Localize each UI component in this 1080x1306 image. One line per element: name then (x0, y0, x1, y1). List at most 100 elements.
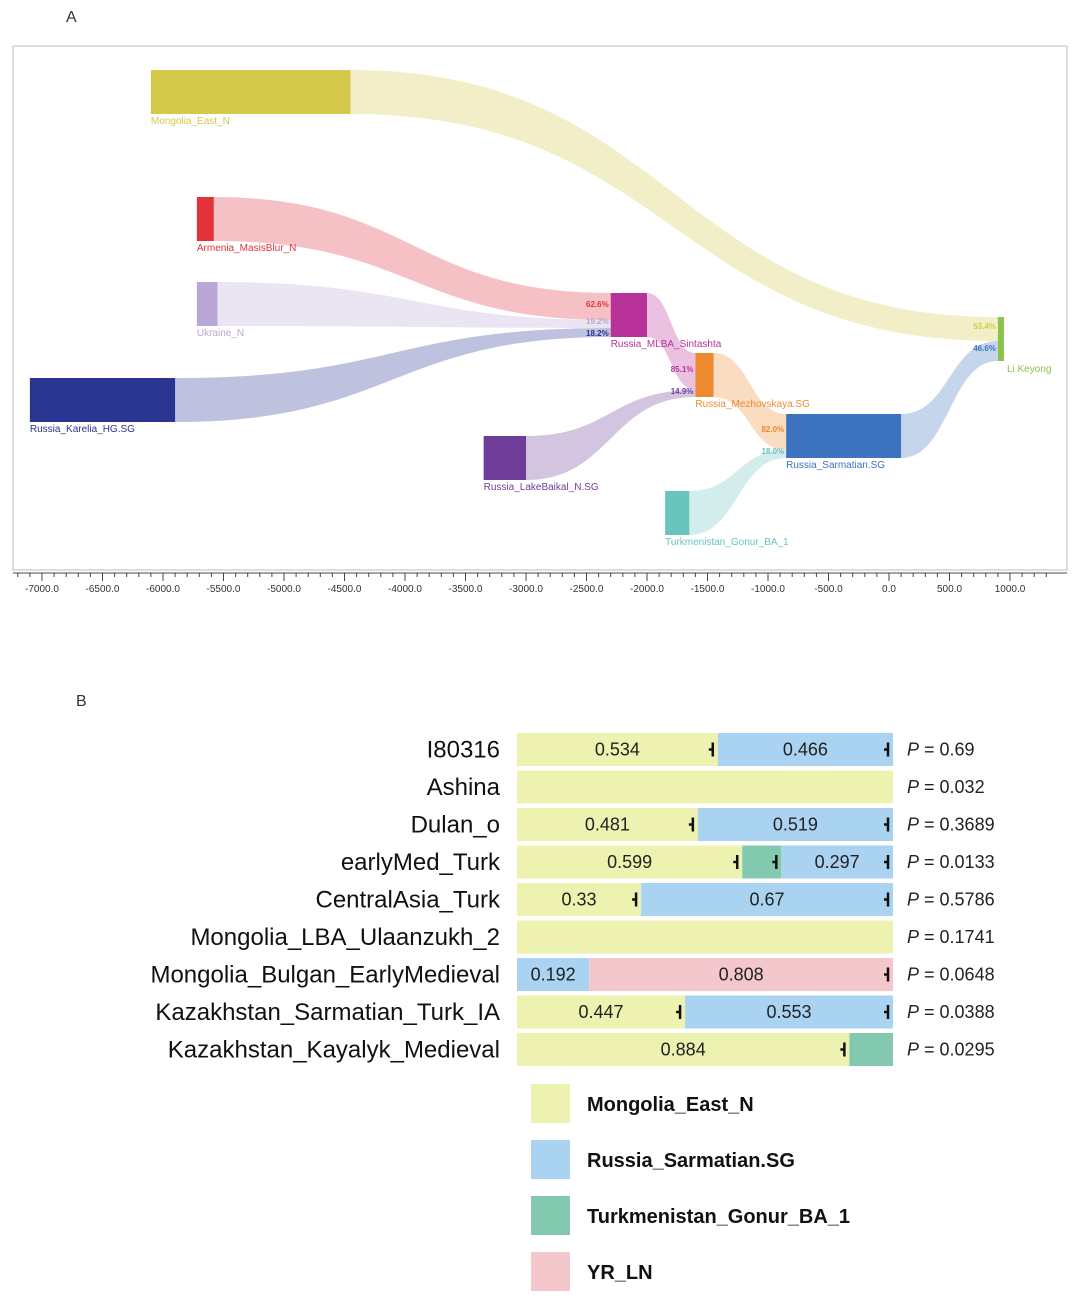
bar-segment-sarmatian (697, 808, 893, 841)
node-russia-karelia-hg-sg (29, 378, 176, 422)
legend-swatch (531, 1084, 570, 1123)
axis-tick-label: -5000.0 (267, 584, 301, 595)
p-value: P = 0.032 (907, 777, 985, 797)
bar-segment-turkmenistan (849, 1033, 893, 1066)
p-value: P = 0.0648 (907, 965, 995, 985)
bar-value-label: 0.519 (773, 815, 818, 835)
error-bar (884, 892, 890, 907)
flow-pct-russia-karelia-hg-sg: 18.2% (586, 329, 609, 338)
bar-value-label: 0.33 (562, 890, 597, 910)
row-label: Kazakhstan_Kayalyk_Medieval (168, 1037, 500, 1064)
flow-russia-mlba-sintashta-to-russia-mezhovskaya-sg (647, 293, 696, 390)
bar-row-mongolia-lba-ulaanzukh-2: Mongolia_LBA_Ulaanzukh_2 P = 0.1741 (190, 920, 995, 954)
node-label-russia-mlba-sintashta: Russia_MLBA_Sintashta (611, 339, 722, 350)
axis-tick-label: -6500.0 (86, 584, 120, 595)
p-number: = 0.0295 (919, 1040, 995, 1060)
legend-swatch (531, 1140, 570, 1179)
node-label-ukraine-n: Ukraine_N (197, 328, 244, 339)
legend-item-russia-sarmatian-sg: Russia_Sarmatian.SG (531, 1140, 795, 1179)
bar-row-kazakhstan-kayalyk-medieval: Kazakhstan_Kayalyk_Medieval 0.884 P = 0.02… (168, 1033, 995, 1066)
node-armenia-masisblur-n (196, 197, 214, 241)
axis-tick-label: -3000.0 (509, 584, 543, 595)
bar-segment-sarmatian (781, 845, 893, 879)
p-value: P = 0.3689 (907, 815, 995, 835)
error-bar (884, 1005, 890, 1019)
panel-a-letter: A (66, 9, 77, 26)
node-label-russia-sarmatian-sg: Russia_Sarmatian.SG (786, 460, 885, 471)
flow-pct-ukraine-n: 19.2% (586, 317, 609, 326)
row-label: Mongolia_Bulgan_EarlyMedieval (150, 962, 500, 989)
flow-mongolia-east-n-to-li-keyong (350, 70, 998, 341)
p-symbol: P (907, 740, 919, 760)
axis-tick-label: 1000.0 (995, 584, 1026, 595)
error-bar (884, 742, 890, 757)
error-bar (733, 855, 739, 869)
flow-armenia-masisblur-n-to-russia-mlba-sintashta (213, 197, 611, 320)
p-number: = 0.0648 (919, 965, 995, 985)
bar-segment-mongolia (517, 920, 893, 954)
error-bar (772, 855, 778, 869)
bar-row-dulan-o: Dulan_o 0.481 0.519 P = 0.3689 (411, 808, 995, 841)
bar-segment-yr (589, 958, 893, 991)
bar-segment-sarmatian (685, 995, 893, 1029)
node-label-russia-karelia-hg-sg: Russia_Karelia_HG.SG (30, 424, 135, 435)
flow-pct-mongolia-east-n: 53.4% (973, 322, 996, 331)
p-number: = 0.1741 (919, 927, 995, 947)
node-label-mongolia-east-n: Mongolia_East_N (151, 116, 230, 127)
p-value: P = 0.69 (907, 740, 975, 760)
row-label: Ashina (427, 774, 501, 801)
flow-pct-turkmenistan-gonur-ba-1: 18.0% (761, 447, 784, 456)
bar-row-i80316: I80316 0.534 0.466 P = 0.69 (427, 733, 975, 766)
bar-segment-mongolia (517, 808, 698, 841)
bar-row-ashina: Ashina P = 0.032 (427, 770, 985, 804)
axis-tick-label: -1500.0 (691, 584, 725, 595)
node-russia-mezhovskaya-sg (695, 353, 714, 397)
row-label: Mongolia_LBA_Ulaanzukh_2 (190, 924, 500, 951)
node-label-armenia-masisblur-n: Armenia_MasisBlur_N (197, 243, 296, 254)
legend-swatch (531, 1196, 570, 1235)
legend-label: Russia_Sarmatian.SG (587, 1150, 795, 1172)
p-symbol: P (907, 815, 919, 835)
node-li-keyong (997, 317, 1004, 361)
sankey-flows: 62.6% 19.2% 18.2% 85.1% 14.9% 82.0% 18.0% 53.4%… (175, 70, 998, 535)
bar-value-label: 0.481 (585, 815, 630, 835)
admixture-bar-chart: I80316 0.534 0.466 P = 0.69 Ashina P = 0.032 D… (150, 733, 995, 1066)
error-bar (840, 1042, 846, 1057)
flow-ukraine-n-to-russia-mlba-sintashta (217, 282, 611, 328)
p-number: = 0.0388 (919, 1002, 995, 1022)
node-label-li-keyong: Li Keyong (1007, 364, 1051, 375)
bar-value-label: 0.67 (750, 890, 785, 910)
panel-b-letter: B (76, 693, 87, 710)
bar-row-mongolia-bulgan-earlymedieval: Mongolia_Bulgan_EarlyMedieval 0.192 0.808 P… (150, 958, 995, 991)
p-value: P = 0.1741 (907, 927, 995, 947)
axis-tick-label: -4500.0 (328, 584, 362, 595)
legend-label: YR_LN (587, 1262, 653, 1284)
bar-row-kazakhstan-sarmatian-turk-ia: Kazakhstan_Sarmatian_Turk_IA 0.447 0.553 P … (155, 995, 995, 1029)
bar-value-label: 0.466 (783, 740, 828, 760)
p-symbol: P (907, 777, 919, 797)
bar-row-earlymed-turk: earlyMed_Turk 0.599 0.297 P = 0.0133 (341, 845, 995, 879)
bar-value-label: 0.297 (815, 852, 860, 872)
node-russia-mlba-sintashta (610, 293, 647, 337)
flow-russia-lakebaikal-n-sg-to-russia-mezhovskaya-sg (526, 390, 696, 480)
p-number: = 0.0133 (919, 852, 995, 872)
axis-tick-label: -7000.0 (25, 584, 59, 595)
bar-segment-sarmatian (517, 958, 590, 991)
p-value: P = 0.0388 (907, 1002, 995, 1022)
row-label: Kazakhstan_Sarmatian_Turk_IA (155, 999, 500, 1026)
axis-tick-label: -5500.0 (207, 584, 241, 595)
bar-row-centralasia-turk: CentralAsia_Turk 0.33 0.67 P = 0.5786 (315, 883, 995, 916)
error-bar (884, 855, 890, 869)
flow-pct-russia-mezhovskaya-sg: 82.0% (761, 425, 784, 434)
bar-segment-mongolia (517, 995, 686, 1029)
flow-pct-armenia-masisblur-n: 62.6% (586, 300, 609, 309)
axis-tick-label: -6000.0 (146, 584, 180, 595)
legend-label: Mongolia_East_N (587, 1094, 754, 1116)
bar-segment-mongolia (517, 883, 642, 916)
node-label-russia-lakebaikal-n-sg: Russia_LakeBaikal_N.SG (484, 482, 599, 493)
node-russia-lakebaikal-n-sg (483, 436, 526, 480)
bar-value-label: 0.808 (719, 965, 764, 985)
bar-segment-mongolia (517, 845, 743, 879)
node-label-turkmenistan-gonur-ba-1: Turkmenistan_Gonur_BA_1 (665, 537, 789, 548)
